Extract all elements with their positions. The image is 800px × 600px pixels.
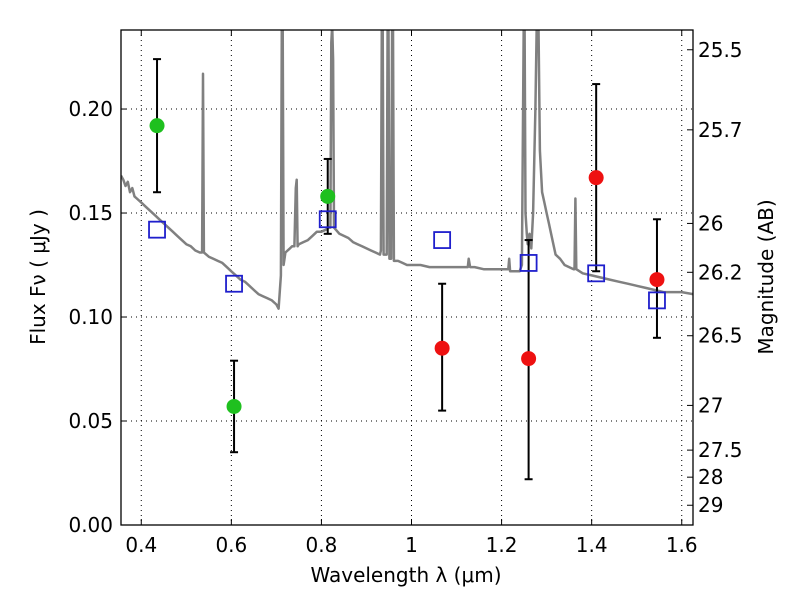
x-tick-label: 1.4: [576, 533, 608, 557]
ticks: 0.4 0.6 0.8 1 1.2 1.4 1.6 0.00 0.05 0.10 0.15 0.20 2…: [68, 30, 743, 557]
model-photometry-square: [519, 254, 538, 272]
model-photometry-square: [148, 220, 166, 239]
right-tick-label: 28: [698, 465, 723, 489]
right-tick-label: 29: [698, 493, 723, 517]
x-tick-label: 0.4: [125, 533, 157, 557]
observed-flux-point: [149, 118, 165, 134]
plot-frame: [120, 29, 694, 526]
observed-flux-point: [434, 340, 450, 356]
x-tick-label: 0.6: [215, 533, 247, 557]
y-tick-label: 0.05: [68, 409, 113, 433]
y-axis-label-left: Flux Fν ( μJy ): [26, 209, 50, 345]
right-tick-label: 25.5: [698, 38, 743, 62]
observed-flux-point: [226, 398, 242, 414]
grid: [121, 30, 693, 525]
observed-flux-point: [521, 351, 537, 367]
right-tick-label: 27: [698, 393, 723, 417]
y-tick-label: 0.10: [68, 305, 113, 329]
right-tick-label: 26.2: [698, 260, 743, 284]
model-photometry-square: [648, 291, 666, 310]
y-tick-label: 0.15: [68, 201, 113, 225]
observed-flux-point: [649, 272, 665, 288]
y-tick-label: 0.20: [68, 97, 113, 121]
observed-flux-point: [588, 170, 604, 186]
right-tick-label: 25.7: [698, 118, 743, 142]
model-photometry-square: [318, 210, 337, 229]
model-photometry-square: [433, 231, 452, 249]
markers: [148, 118, 666, 414]
right-tick-label: 26: [698, 211, 723, 235]
x-tick-label: 0.8: [306, 533, 338, 557]
model-photometry-square: [587, 264, 606, 283]
x-axis-label: Wavelength λ (μm): [310, 563, 501, 587]
model-spectrum-line: [121, 30, 693, 310]
y-axis-label-right: Magnitude (AB): [754, 199, 778, 354]
x-tick-label: 1: [405, 533, 418, 557]
observed-flux-point: [320, 188, 336, 204]
x-tick-label: 1.6: [666, 533, 698, 557]
right-tick-label: 27.5: [698, 438, 743, 462]
right-tick-label: 26.5: [698, 324, 743, 348]
y-tick-label: 0.00: [68, 513, 113, 537]
x-tick-label: 1.2: [486, 533, 518, 557]
model-photometry-square: [225, 274, 243, 293]
